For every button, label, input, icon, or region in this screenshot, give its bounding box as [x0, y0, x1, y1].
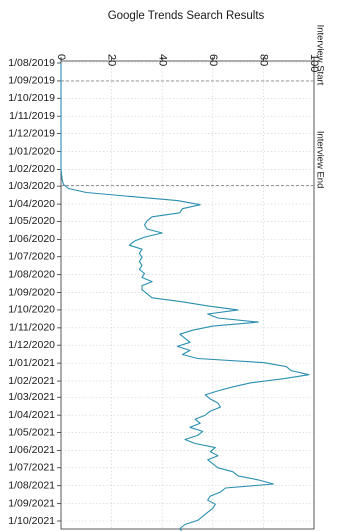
- date-tick-label: 1/01/2021: [8, 357, 55, 369]
- chart-title: Google Trends Search Results: [108, 10, 265, 22]
- annotation-label: Interview Start: [314, 25, 325, 86]
- date-tick-label: 1/03/2020: [8, 180, 55, 192]
- value-tick-label: 100: [308, 54, 320, 72]
- value-tick-label: 0: [55, 54, 67, 60]
- value-tick-label: 20: [106, 54, 118, 66]
- date-tick-label: 1/10/2020: [8, 304, 55, 316]
- date-tick-label: 1/03/2021: [8, 391, 55, 403]
- date-tick-label: 1/05/2021: [8, 426, 55, 438]
- grid: [60, 61, 315, 529]
- series-line: [60, 63, 310, 531]
- date-tick-label: 1/10/2019: [8, 92, 55, 104]
- plot-frame: [60, 60, 315, 530]
- date-tick-label: 1/08/2020: [8, 268, 55, 280]
- value-tick-label: 40: [156, 54, 168, 66]
- date-tick-label: 1/09/2019: [8, 75, 55, 87]
- date-tick-label: 1/11/2019: [9, 110, 55, 122]
- date-tick-label: 1/10/2021: [8, 515, 55, 527]
- annotations: Interview Start Interview End: [61, 25, 325, 189]
- date-tick-label: 1/09/2021: [8, 497, 55, 509]
- date-tick-label: 1/07/2021: [8, 462, 55, 474]
- date-tick-label: 1/01/2020: [8, 145, 55, 157]
- date-tick-label: 1/08/2021: [8, 480, 55, 492]
- value-tick-label: 60: [207, 54, 219, 66]
- date-tick-label: 1/12/2019: [8, 127, 55, 139]
- date-tick-label: 1/06/2021: [8, 444, 55, 456]
- date-tick-label: 1/12/2020: [8, 339, 55, 351]
- date-tick-label: 1/04/2021: [8, 409, 55, 421]
- date-tick-label: 1/04/2020: [8, 198, 55, 210]
- date-tick-label: 1/02/2020: [8, 163, 55, 175]
- date-tick-label: 1/02/2021: [8, 375, 55, 387]
- value-tick-label: 80: [257, 54, 269, 66]
- axis-ticks: 0 20 40 60 80 100 1/08/2019 1/09/2019 1/10/2019 1…: [8, 54, 320, 527]
- date-tick-label: 1/09/2020: [8, 286, 55, 298]
- date-tick-label: 1/08/2019: [8, 57, 55, 69]
- date-tick-label: 1/07/2020: [8, 251, 55, 263]
- date-tick-label: 1/11/2020: [9, 322, 55, 334]
- annotation-label: Interview End: [314, 131, 325, 189]
- date-tick-label: 1/06/2020: [8, 233, 55, 245]
- date-tick-label: 1/05/2020: [8, 215, 55, 227]
